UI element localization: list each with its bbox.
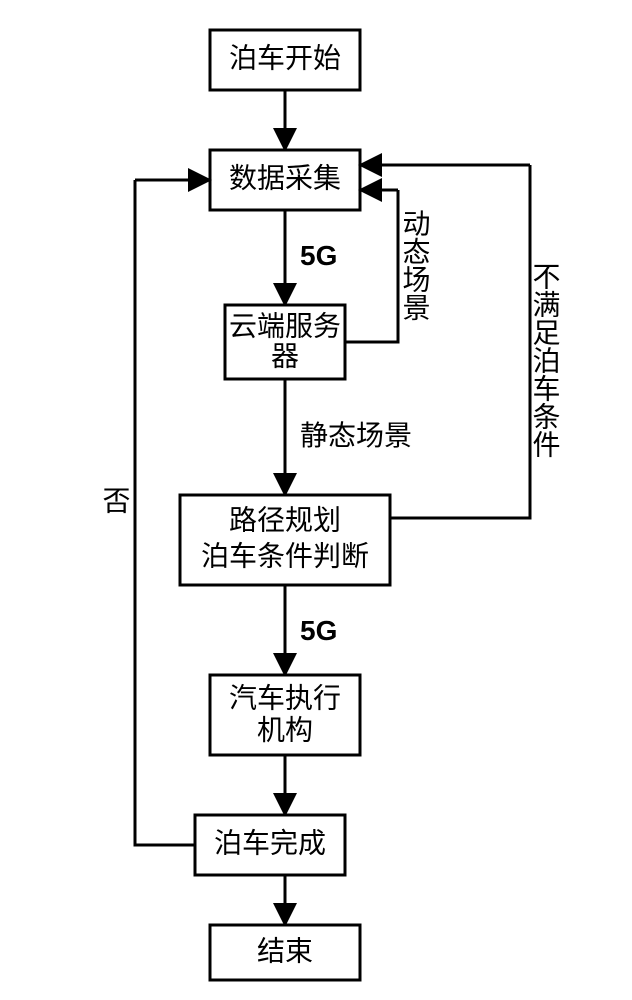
node-plan: 路径规划 泊车条件判断 (180, 495, 390, 585)
label-static: 静态场景 (300, 420, 412, 451)
node-collect: 数据采集 (210, 150, 360, 210)
label-exec-2: 机构 (257, 714, 313, 745)
label-dynamic: 动态场景 (400, 209, 431, 321)
label-done: 泊车完成 (214, 827, 326, 858)
label-collect: 数据采集 (229, 162, 341, 193)
label-5g-1: 5G (300, 240, 337, 271)
node-start: 泊车开始 (210, 30, 360, 90)
label-end: 结束 (257, 935, 313, 966)
label-unmet: 不满足泊车条件 (530, 262, 561, 458)
node-cloud: 云端服务 器 (225, 305, 345, 379)
flowchart: 泊车开始 数据采集 5G 云端服务 器 静态场景 动态场景 路径规划 泊车条件判… (0, 0, 632, 1000)
edge-dynamic-feedback: 动态场景 (345, 190, 431, 342)
node-done: 泊车完成 (195, 815, 345, 875)
label-exec-1: 汽车执行 (229, 682, 341, 713)
node-end: 结束 (210, 925, 360, 980)
label-cloud-2: 器 (271, 340, 299, 371)
node-exec: 汽车执行 机构 (210, 675, 360, 755)
label-plan-2: 泊车条件判断 (201, 540, 369, 571)
label-5g-2: 5G (300, 615, 337, 646)
label-cloud-1: 云端服务 (229, 310, 341, 341)
label-no: 否 (100, 486, 131, 514)
label-plan-1: 路径规划 (229, 504, 341, 535)
label-start: 泊车开始 (229, 42, 341, 73)
